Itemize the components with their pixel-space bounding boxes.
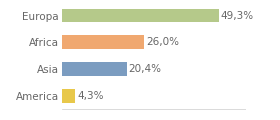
Bar xyxy=(62,89,75,103)
Text: 4,3%: 4,3% xyxy=(77,91,104,101)
Bar xyxy=(62,35,144,49)
Bar xyxy=(62,62,127,76)
Bar xyxy=(62,9,219,22)
Text: 20,4%: 20,4% xyxy=(129,64,162,74)
Text: 26,0%: 26,0% xyxy=(146,37,179,47)
Text: 49,3%: 49,3% xyxy=(221,11,254,21)
